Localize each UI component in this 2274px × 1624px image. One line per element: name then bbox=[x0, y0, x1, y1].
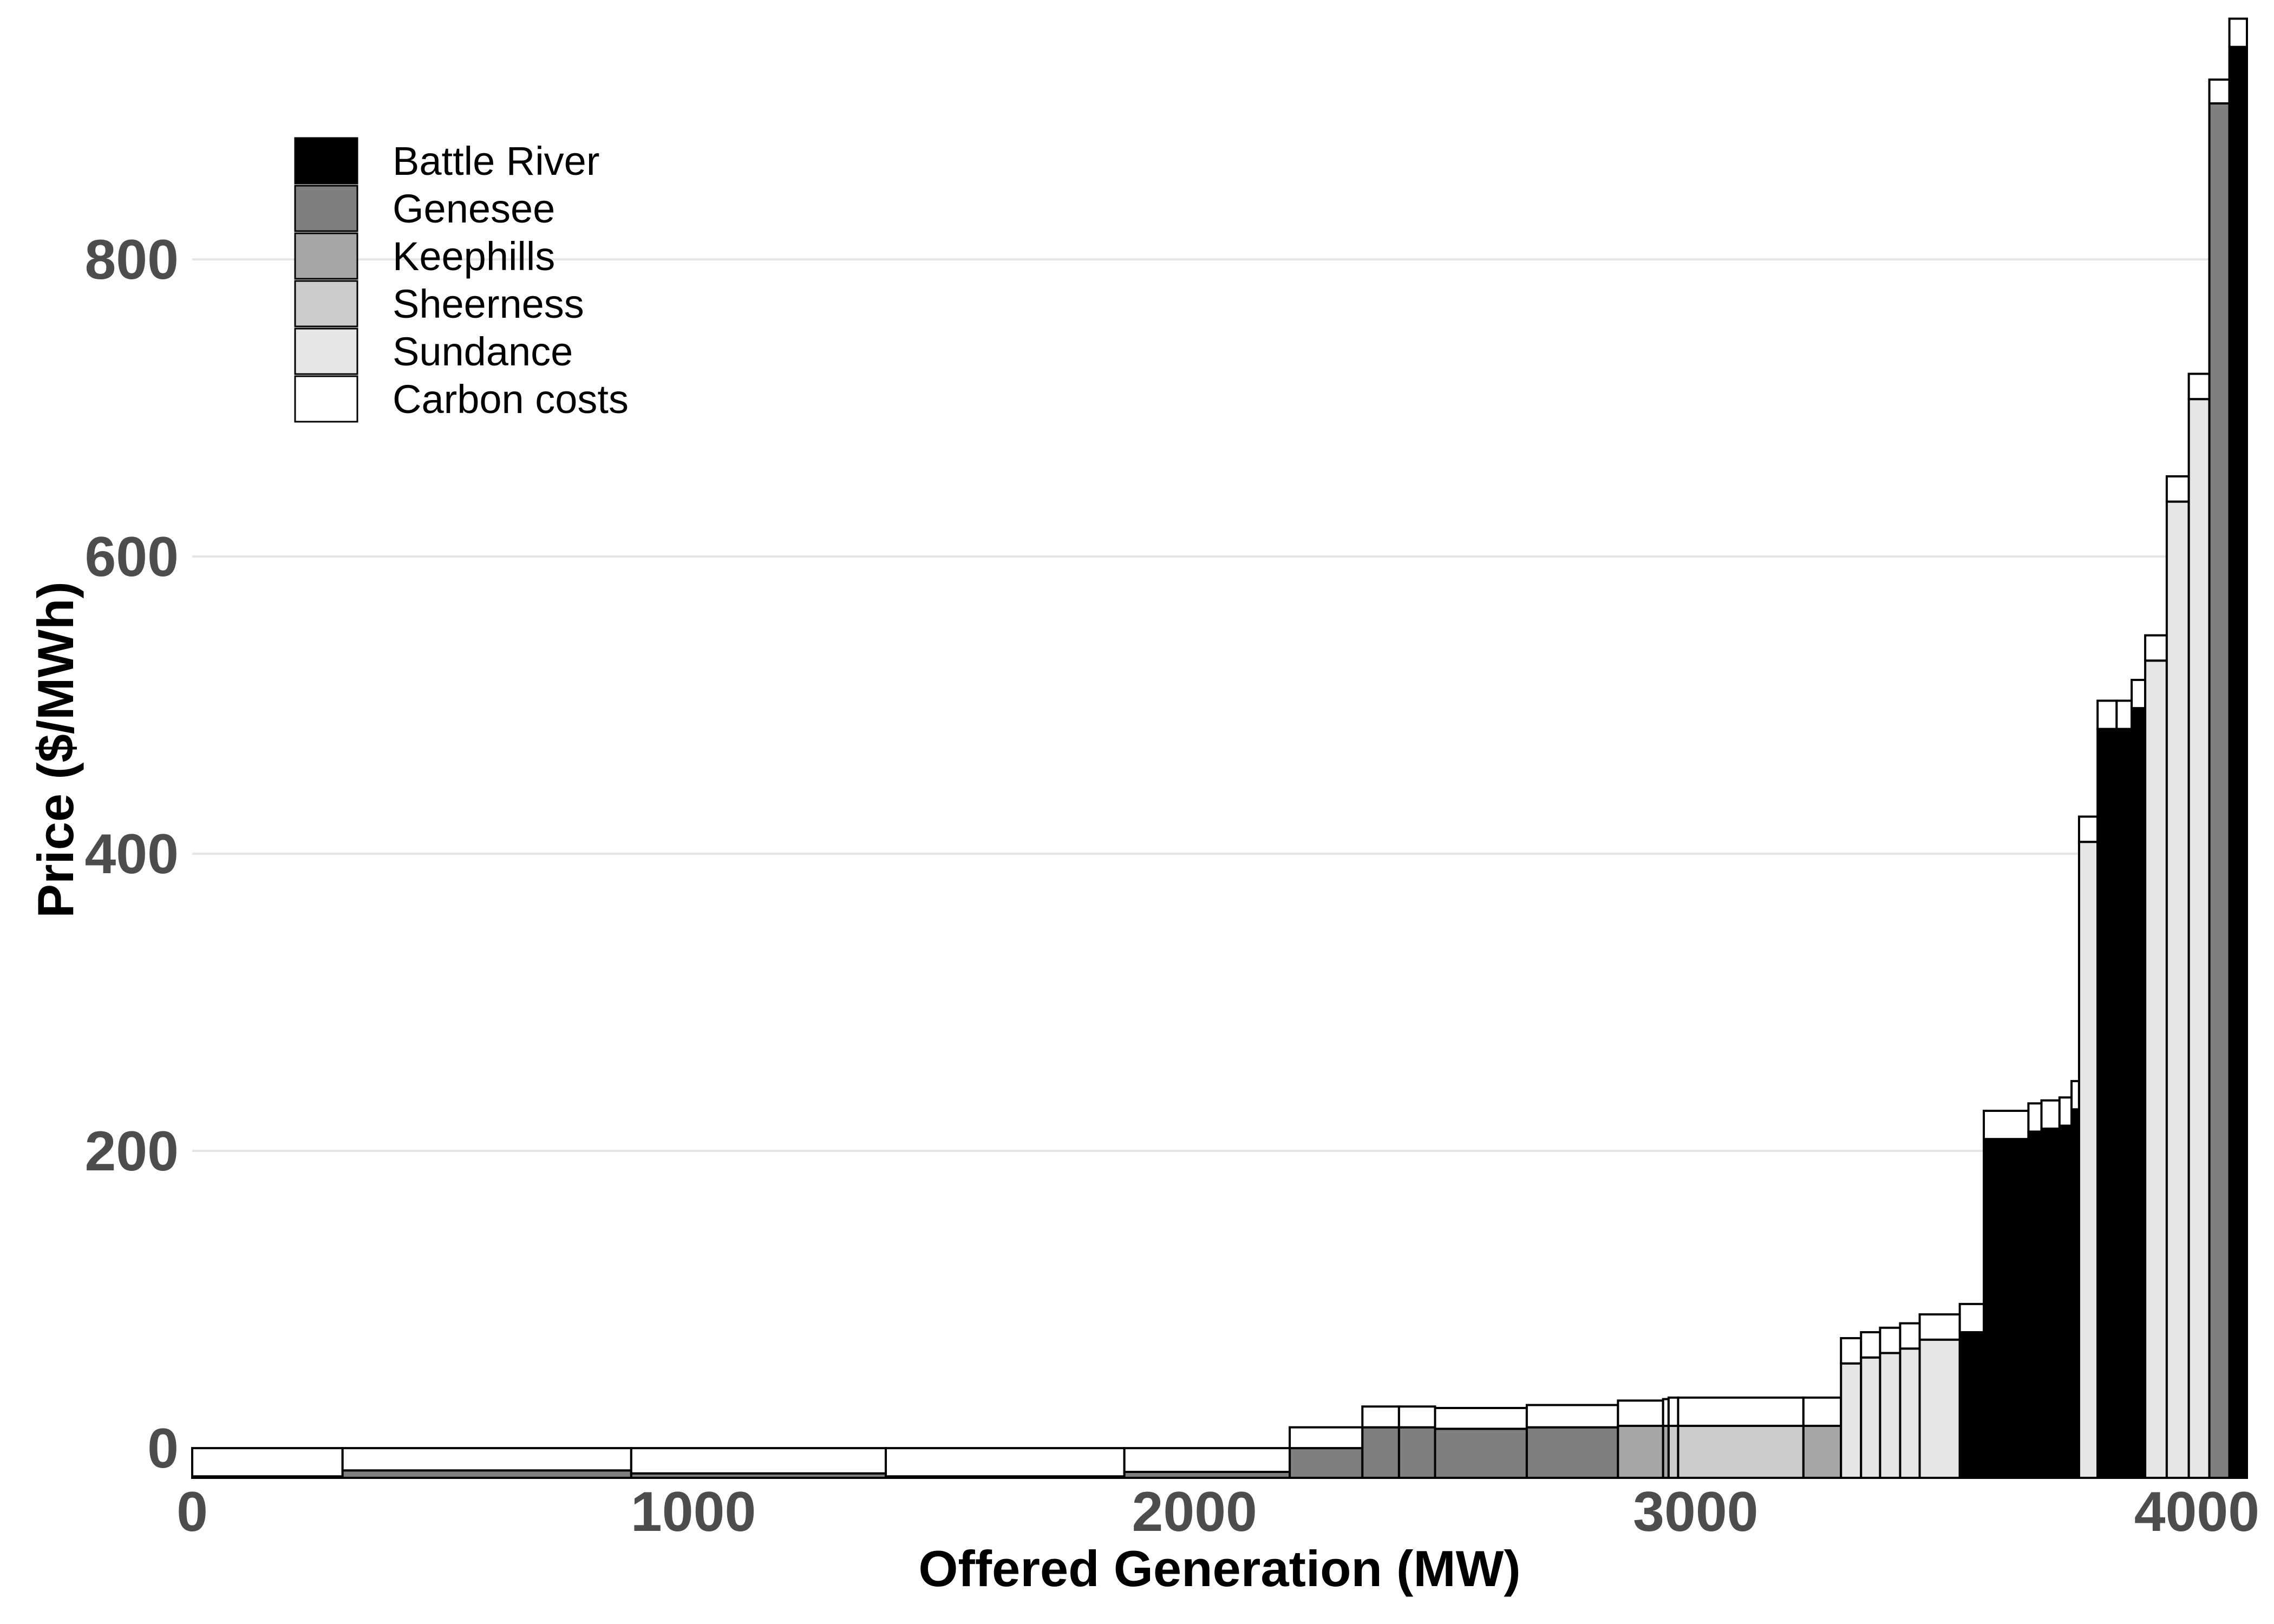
legend-label-0: Battle River bbox=[393, 139, 599, 184]
bar-carbon-22 bbox=[2027, 1102, 2043, 1133]
bar-plant-30 bbox=[2144, 659, 2168, 1479]
bar-plant-25 bbox=[2070, 1108, 2080, 1479]
legend-label-1: Genesee bbox=[393, 186, 555, 231]
bar-carbon-33 bbox=[2208, 78, 2231, 104]
x-tick-label-1: 1000 bbox=[631, 1481, 756, 1543]
bar-plant-13 bbox=[1677, 1424, 1805, 1479]
bar-plant-1 bbox=[341, 1469, 632, 1479]
legend-key-0 bbox=[294, 137, 358, 185]
bar-plant-18 bbox=[1899, 1347, 1921, 1479]
y-axis-title: Price ($/MWh) bbox=[27, 581, 84, 918]
bar-carbon-31 bbox=[2165, 475, 2190, 503]
bar-plant-9 bbox=[1525, 1426, 1619, 1479]
legend-label-2: Keephills bbox=[393, 234, 555, 279]
bar-plant-23 bbox=[2040, 1127, 2061, 1479]
bar-plant-8 bbox=[1434, 1427, 1528, 1479]
y-tick-label-1: 200 bbox=[84, 1120, 179, 1183]
y-tick-label-4: 800 bbox=[84, 228, 179, 291]
bar-carbon-15 bbox=[1840, 1337, 1863, 1365]
bar-carbon-3 bbox=[885, 1447, 1126, 1478]
bar-carbon-12 bbox=[1667, 1396, 1680, 1427]
bar-plant-33 bbox=[2208, 102, 2231, 1479]
legend-label-4: Sundance bbox=[393, 329, 573, 374]
bar-plant-28 bbox=[2115, 728, 2133, 1479]
bar-carbon-20 bbox=[1958, 1302, 1985, 1333]
bar-carbon-26 bbox=[2077, 815, 2099, 843]
legend: Battle RiverGeneseeKeephillsSheernessSun… bbox=[294, 137, 629, 423]
bar-plant-14 bbox=[1802, 1424, 1842, 1479]
bar-carbon-21 bbox=[1983, 1110, 2030, 1141]
legend-label-3: Sheerness bbox=[393, 281, 584, 326]
bar-carbon-7 bbox=[1397, 1405, 1436, 1429]
bar-carbon-13 bbox=[1677, 1396, 1805, 1427]
bar-carbon-8 bbox=[1434, 1406, 1528, 1430]
bar-carbon-10 bbox=[1617, 1399, 1664, 1427]
y-tick-label-2: 400 bbox=[84, 823, 179, 886]
bar-carbon-0 bbox=[191, 1447, 344, 1478]
bar-carbon-16 bbox=[1860, 1331, 1881, 1359]
bar-carbon-30 bbox=[2144, 634, 2168, 662]
legend-key-2 bbox=[294, 232, 358, 280]
legend-label-5: Carbon costs bbox=[393, 377, 629, 422]
bar-carbon-27 bbox=[2096, 699, 2118, 730]
bar-plant-6 bbox=[1361, 1426, 1400, 1479]
legend-key-5 bbox=[294, 375, 358, 423]
bar-plant-24 bbox=[2058, 1124, 2073, 1479]
y-axis-ticks: 0 200 400 600 800 bbox=[84, 228, 179, 1480]
bar-carbon-34 bbox=[2228, 17, 2248, 48]
y-tick-label-3: 600 bbox=[84, 526, 179, 588]
offer-segments bbox=[191, 17, 2248, 1479]
bar-carbon-24 bbox=[2058, 1096, 2073, 1127]
bar-carbon-2 bbox=[630, 1447, 887, 1475]
bar-plant-5 bbox=[1289, 1447, 1364, 1479]
legend-key-4 bbox=[294, 328, 358, 375]
bar-carbon-5 bbox=[1289, 1426, 1364, 1450]
bar-plant-10 bbox=[1617, 1424, 1664, 1479]
bar-carbon-14 bbox=[1802, 1396, 1842, 1427]
x-tick-label-2: 2000 bbox=[1132, 1481, 1257, 1543]
legend-key-3 bbox=[294, 280, 358, 328]
y-tick-label-0: 0 bbox=[147, 1417, 179, 1480]
bar-carbon-28 bbox=[2115, 699, 2133, 730]
x-tick-label-4: 4000 bbox=[2134, 1481, 2259, 1543]
bar-plant-27 bbox=[2096, 728, 2118, 1479]
bar-carbon-25 bbox=[2070, 1080, 2080, 1111]
x-tick-label-0: 0 bbox=[177, 1481, 208, 1543]
bar-plant-31 bbox=[2165, 500, 2190, 1479]
bar-plant-22 bbox=[2027, 1130, 2043, 1479]
bar-carbon-17 bbox=[1879, 1326, 1901, 1354]
bar-plant-7 bbox=[1397, 1426, 1436, 1479]
bar-plant-29 bbox=[2131, 707, 2147, 1479]
x-axis-ticks: 0 1000 2000 3000 4000 bbox=[177, 1481, 2259, 1543]
x-axis-title: Offered Generation (MW) bbox=[918, 1540, 1520, 1597]
bar-plant-20 bbox=[1958, 1331, 1985, 1479]
bar-plant-34 bbox=[2228, 45, 2248, 1479]
bar-carbon-23 bbox=[2040, 1099, 2061, 1130]
bar-plant-21 bbox=[1983, 1138, 2030, 1479]
bar-carbon-4 bbox=[1123, 1447, 1291, 1474]
bar-plant-26 bbox=[2077, 841, 2099, 1479]
gridlines bbox=[192, 258, 2247, 1450]
bar-carbon-19 bbox=[1918, 1313, 1961, 1341]
bar-carbon-6 bbox=[1361, 1405, 1400, 1429]
bar-carbon-29 bbox=[2131, 678, 2147, 710]
legend-key-1 bbox=[294, 185, 358, 232]
bar-plant-17 bbox=[1879, 1352, 1901, 1479]
bar-plant-19 bbox=[1918, 1338, 1961, 1479]
bar-carbon-18 bbox=[1899, 1322, 1921, 1350]
bar-plant-32 bbox=[2187, 398, 2211, 1479]
x-tick-label-3: 3000 bbox=[1633, 1481, 1758, 1543]
bar-plant-12 bbox=[1667, 1424, 1680, 1479]
bar-plant-16 bbox=[1860, 1356, 1881, 1479]
bar-carbon-1 bbox=[341, 1447, 632, 1472]
bar-plant-15 bbox=[1840, 1362, 1863, 1479]
bar-carbon-32 bbox=[2187, 372, 2211, 401]
bar-carbon-9 bbox=[1525, 1404, 1619, 1429]
